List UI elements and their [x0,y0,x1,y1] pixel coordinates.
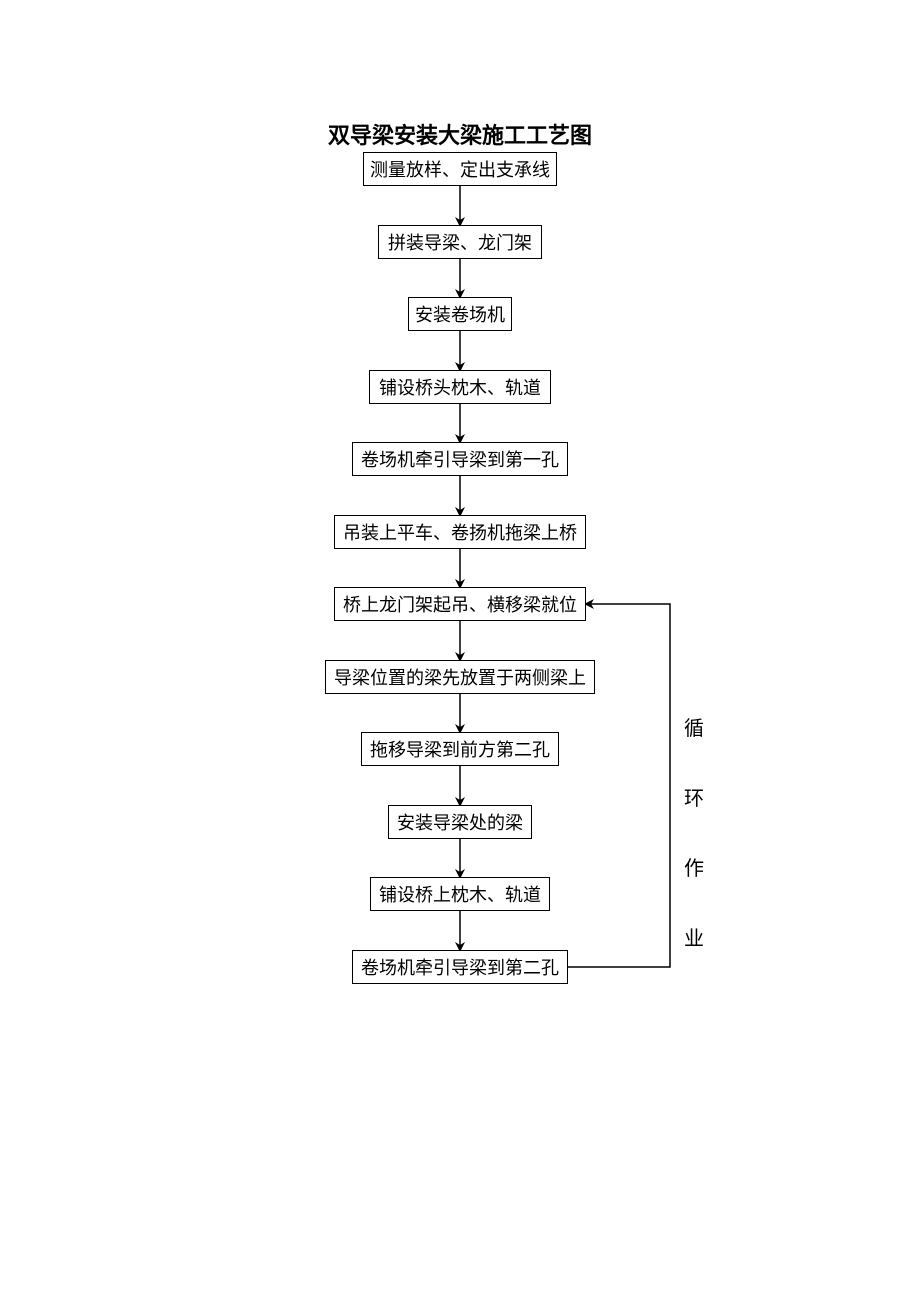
flowchart-title: 双导梁安装大梁施工工艺图 [300,118,620,148]
flow-node-n11: 铺设桥上枕木、轨道 [370,877,550,911]
flowchart-edges [0,0,920,1302]
loop-side-label-0: 循 [684,712,704,741]
flow-node-n10: 安装导梁处的梁 [388,805,532,839]
loop-side-label-3: 业 [684,922,704,951]
flow-node-n9: 拖移导梁到前方第二孔 [361,732,559,766]
flow-node-n5: 卷场机牵引导梁到第一孔 [352,442,568,476]
loop-side-label-2: 作 [684,852,704,881]
flow-node-n7: 桥上龙门架起吊、横移梁就位 [334,587,586,621]
flow-node-n6: 吊装上平车、卷扬机拖梁上桥 [334,515,586,549]
flow-node-n2: 拼装导梁、龙门架 [378,225,542,259]
flow-node-n3: 安装卷场机 [408,297,512,331]
flow-node-n12: 卷场机牵引导梁到第二孔 [352,950,568,984]
flow-node-n1: 测量放样、定出支承线 [363,152,557,186]
loop-side-label-1: 环 [684,782,704,811]
flow-node-n8: 导梁位置的梁先放置于两侧梁上 [325,660,595,694]
flow-node-n4: 铺设桥头枕木、轨道 [369,370,551,404]
flowchart-canvas: 双导梁安装大梁施工工艺图 测量放样、定出支承线拼装导梁、龙门架安装卷场机铺设桥头… [0,0,920,1302]
